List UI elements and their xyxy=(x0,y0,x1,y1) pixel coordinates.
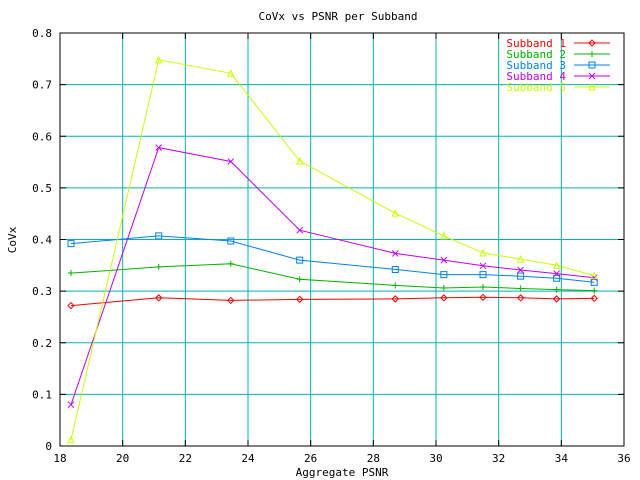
y-tick-label: 0.4 xyxy=(32,234,52,247)
series-line xyxy=(70,147,595,405)
series-1 xyxy=(67,293,598,310)
legend-marker xyxy=(588,82,596,91)
data-point xyxy=(480,283,486,290)
data-point xyxy=(391,265,399,273)
x-tick-label: 20 xyxy=(116,452,129,465)
x-tick-label: 24 xyxy=(241,452,255,465)
y-tick-label: 0.5 xyxy=(32,182,52,195)
legend-item: Subband 2 xyxy=(506,48,610,61)
data-point xyxy=(516,254,525,263)
data-point xyxy=(155,263,162,270)
series-2 xyxy=(67,260,598,294)
series-line xyxy=(70,263,595,292)
series-line xyxy=(70,296,595,307)
x-tick-label: 22 xyxy=(179,452,192,465)
x-tick-label: 36 xyxy=(617,452,630,465)
data-point xyxy=(67,270,74,277)
x-tick-label: 18 xyxy=(53,452,66,465)
data-point xyxy=(155,232,163,240)
data-point xyxy=(517,266,524,274)
data-point xyxy=(591,287,598,294)
data-point xyxy=(440,285,447,292)
x-tick-label: 26 xyxy=(304,452,317,465)
data-point xyxy=(154,55,163,64)
data-point xyxy=(479,262,487,270)
legend-item: Subband 1 xyxy=(506,37,610,50)
data-point xyxy=(553,270,560,277)
series-line xyxy=(70,59,595,440)
series-3 xyxy=(67,232,598,286)
data-point xyxy=(295,156,304,165)
legend-label: Subband 3 xyxy=(506,59,566,72)
data-point xyxy=(296,226,304,234)
y-tick-label: 0.7 xyxy=(32,79,52,92)
data-point xyxy=(67,240,75,248)
data-point xyxy=(295,295,304,304)
data-point xyxy=(392,282,399,289)
data-point xyxy=(67,435,75,444)
chart-title: CoVx vs PSNR per Subband xyxy=(259,10,418,23)
axis-ticks: 18 20 22 24 26 28 30 32 34 36 0 0.1 0.2 0.3 0.4 0.5 0.6 0… xyxy=(32,27,631,465)
data-point xyxy=(226,69,235,77)
legend-marker xyxy=(588,39,596,47)
data-point xyxy=(552,295,561,303)
legend-label: Subband 4 xyxy=(506,70,566,83)
x-tick-label: 32 xyxy=(492,452,505,465)
series-4 xyxy=(67,144,598,409)
data-point xyxy=(479,271,487,279)
data-point xyxy=(440,271,448,279)
legend-marker xyxy=(588,72,596,80)
legend-item: Subband 4 xyxy=(506,70,610,83)
series-5 xyxy=(67,55,599,444)
grid xyxy=(60,33,624,446)
data-point xyxy=(553,286,560,293)
data-point xyxy=(590,294,598,303)
x-axis-label: Aggregate PSNR xyxy=(296,466,389,479)
x-tick-label: 30 xyxy=(429,452,442,465)
y-tick-label: 0 xyxy=(45,440,52,453)
y-axis-label: CoVx xyxy=(6,226,19,253)
y-tick-label: 0.8 xyxy=(32,27,52,40)
data-point xyxy=(227,158,235,165)
data-point xyxy=(440,256,448,264)
series-line xyxy=(70,235,595,283)
legend-label: Subband 5 xyxy=(506,81,566,94)
data-point xyxy=(552,261,561,269)
data-point xyxy=(391,209,400,217)
data-point xyxy=(590,271,599,280)
data-point xyxy=(517,285,524,292)
legend-marker xyxy=(588,61,596,69)
data-point xyxy=(479,293,487,302)
data-point xyxy=(296,276,303,283)
data-point xyxy=(227,296,235,305)
data-point xyxy=(67,401,75,409)
data-point xyxy=(391,295,399,303)
data-point xyxy=(227,260,234,267)
data-point xyxy=(440,231,448,240)
data-point xyxy=(67,301,75,310)
legend-label: Subband 1 xyxy=(506,37,566,50)
y-tick-label: 0.3 xyxy=(32,285,52,298)
data-point xyxy=(296,256,304,264)
data-point xyxy=(517,272,525,280)
data-point xyxy=(227,237,235,245)
legend-marker xyxy=(589,51,595,57)
data-point xyxy=(155,144,163,151)
data-point xyxy=(479,248,487,257)
x-tick-label: 28 xyxy=(367,452,380,465)
y-tick-label: 0.6 xyxy=(32,130,52,143)
data-point xyxy=(154,294,163,302)
y-tick-label: 0.1 xyxy=(32,388,52,401)
series-layer xyxy=(67,55,599,444)
legend-item: Subband 3 xyxy=(506,59,610,72)
x-tick-label: 34 xyxy=(555,452,569,465)
legend-label: Subband 2 xyxy=(506,48,566,61)
data-point xyxy=(391,250,399,257)
data-point xyxy=(440,294,448,302)
data-point xyxy=(516,294,525,302)
legend-item: Subband 5 xyxy=(506,81,610,94)
y-tick-label: 0.2 xyxy=(32,337,52,350)
